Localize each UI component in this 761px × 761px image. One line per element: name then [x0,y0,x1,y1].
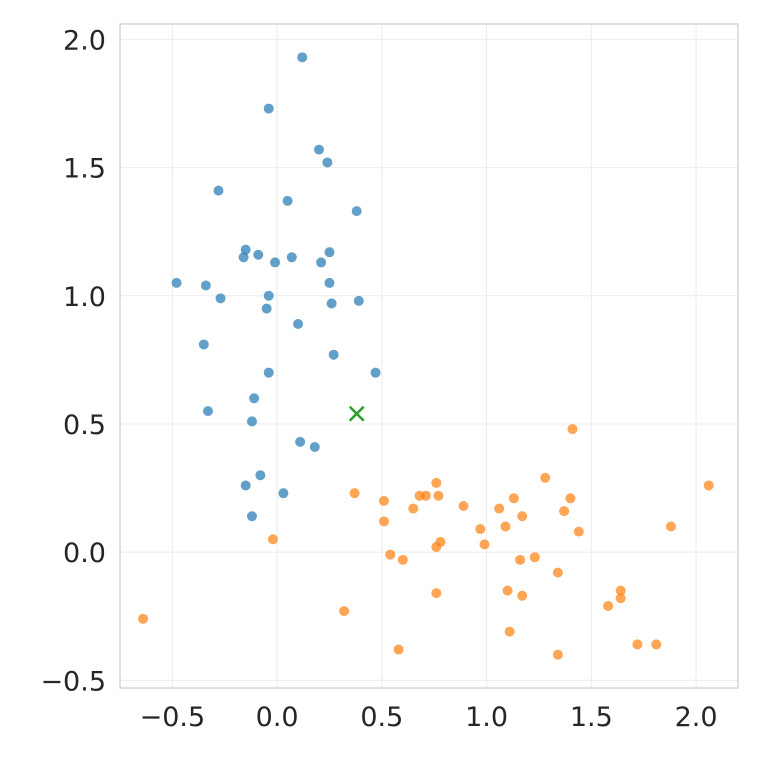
series-1-point-6 [420,490,431,501]
series-1-point-17 [500,521,511,532]
series-1-point-1 [540,472,551,483]
series-0-point-21 [261,303,272,314]
series-1-point-19 [475,524,486,535]
series-0-point-1 [263,103,274,114]
series-0-point-10 [238,252,249,263]
y-tick-label: 0.5 [63,410,106,441]
series-1-point-4 [349,488,360,499]
x-tick-label: 1.0 [465,702,508,733]
series-1-point-21 [267,534,278,545]
series-1-point-18 [665,521,676,532]
data-points [138,52,714,660]
series-0-point-30 [295,436,306,447]
series-0-point-9 [253,249,264,260]
series-1-point-37 [138,613,149,624]
series-0-point-6 [351,206,362,217]
series-1-point-13 [494,503,505,514]
annotation-markers [348,405,365,422]
series-1-point-15 [517,511,528,522]
y-tick-label: 0.0 [63,538,106,569]
series-0-point-8 [324,247,335,258]
series-0-point-35 [246,511,257,522]
series-0-point-13 [270,257,281,268]
series-1-point-14 [559,506,570,517]
x-tick-label: 1.5 [570,702,613,733]
x-marker-stroke [348,405,365,422]
series-0-point-19 [353,295,364,306]
series-1-point-32 [431,588,442,599]
series-0-point-14 [171,277,182,288]
series-1-point-16 [378,516,389,527]
series-1-point-8 [508,493,519,504]
series-0-point-26 [370,367,381,378]
series-0-point-2 [314,144,325,155]
series-0-point-22 [293,318,304,329]
series-1-point-24 [431,541,442,552]
series-1-point-35 [603,600,614,611]
y-tick-label: 2.0 [63,25,106,56]
x-tick-label: 0.0 [256,702,299,733]
series-0-point-24 [328,349,339,360]
series-1-point-29 [552,567,563,578]
series-1-point-31 [502,585,513,596]
series-1-point-7 [433,490,444,501]
y-tick-label: 1.5 [63,154,106,185]
series-1-point-0 [567,424,578,435]
series-1-point-10 [378,495,389,506]
grid [120,24,738,688]
series-1-point-34 [615,593,626,604]
series-0-point-15 [324,277,335,288]
series-0-point-4 [213,185,224,196]
x-marker-0 [348,405,365,422]
series-0-point-28 [202,406,213,417]
series-0-point-20 [326,298,337,309]
series-1-point-20 [573,526,584,537]
series-0-point-18 [215,293,226,304]
series-0-point-23 [198,339,209,350]
series-0-point-27 [249,393,260,404]
series-0-point-3 [322,157,333,168]
series-0-point-32 [255,470,266,481]
series-1-point-40 [651,639,662,650]
series-1-point-2 [431,477,442,488]
plot-frame [119,23,739,689]
series-0-point-17 [263,290,274,301]
y-tick-label: 1.0 [63,282,106,313]
series-1-point-3 [703,480,714,491]
series-1-point-11 [458,500,469,511]
series-0-point-33 [240,480,251,491]
series-0-point-16 [200,280,211,291]
x-tick-label: −0.5 [140,702,206,733]
series-1-point-27 [397,554,408,565]
series-1-point-9 [565,493,576,504]
series-0-point-7 [240,244,251,255]
series-1-point-41 [393,644,404,655]
series-1-point-30 [615,585,626,596]
series-0-point-29 [246,416,257,427]
x-tick-label: 2.0 [675,702,718,733]
series-1-point-12 [408,503,419,514]
series-1-point-39 [632,639,643,650]
series-1-point-38 [504,626,515,637]
series-1-point-36 [339,606,350,617]
series-1-point-26 [529,552,540,563]
series-0-point-25 [263,367,274,378]
series-0-point-34 [278,488,289,499]
series-1-point-33 [517,590,528,601]
series-1-point-25 [385,549,396,560]
series-0-point-5 [282,195,293,206]
series-1-point-42 [552,649,563,660]
x-tick-label: 0.5 [360,702,403,733]
series-1-point-23 [479,539,490,550]
series-0-point-11 [286,252,297,263]
series-0-point-0 [297,52,308,63]
y-axis-ticks: −0.5 0.0 0.5 1.0 1.5 2.0 [40,25,106,697]
series-0-point-12 [316,257,327,268]
series-1-point-28 [515,554,526,565]
x-axis-ticks: −0.5 0.0 0.5 1.0 1.5 2.0 [140,702,718,733]
series-0-point-31 [309,442,320,453]
y-tick-label: −0.5 [40,666,106,697]
